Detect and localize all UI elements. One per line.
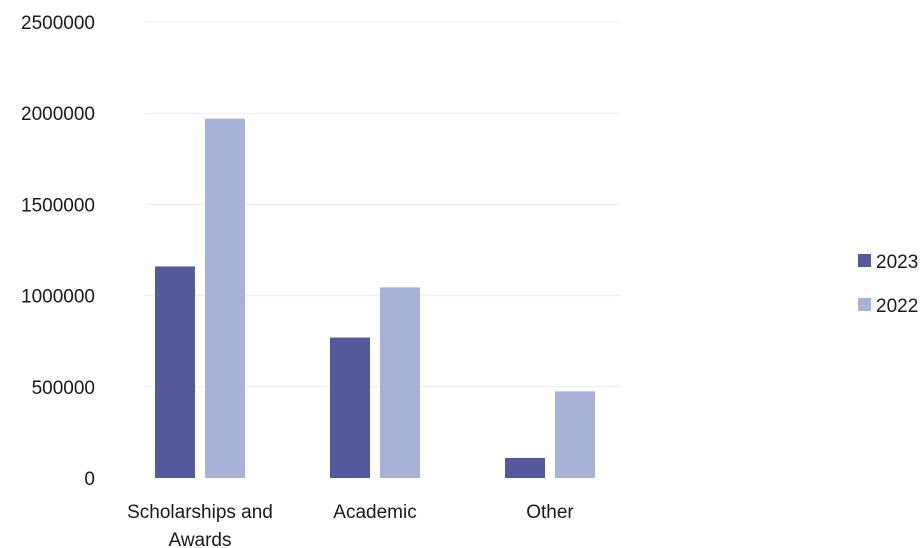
bars [155,118,595,478]
bar-2022-2 [380,287,420,478]
y-tick-label: 0 [84,469,95,490]
legend-label-2022: 2022 [876,296,918,317]
y-tick-label: 1500000 [21,195,95,216]
x-category-label: Other [526,502,574,523]
legend-swatch-2023 [858,254,871,267]
x-category-label-line: Other [526,502,574,523]
x-category-label-line: Academic [333,502,416,523]
x-category-label: Scholarships and Awards [127,502,273,548]
y-tick-label: 2000000 [21,104,95,125]
x-category-label-line: Awards [168,530,231,548]
bar-2022-1 [205,118,245,478]
y-tick-label: 2500000 [21,13,95,34]
bar-2023-1 [155,266,195,478]
legend: 2023 2022 [858,252,918,317]
legend-label-2023: 2023 [876,252,918,273]
bar-2023-2 [330,337,370,478]
bar-2022-3 [555,391,595,478]
bar-2023-3 [505,457,545,478]
x-category-label: Academic [333,502,416,523]
legend-swatch-2022 [858,298,871,311]
y-tick-label: 1000000 [21,287,95,308]
x-category-label-line: Scholarships and [127,502,273,523]
y-axis-tick-labels: 0 500000 1000000 1500000 2000000 2500000 [21,13,95,490]
x-axis-category-labels: Scholarships and Awards Academic Other [127,502,574,548]
y-tick-label: 500000 [32,378,95,399]
